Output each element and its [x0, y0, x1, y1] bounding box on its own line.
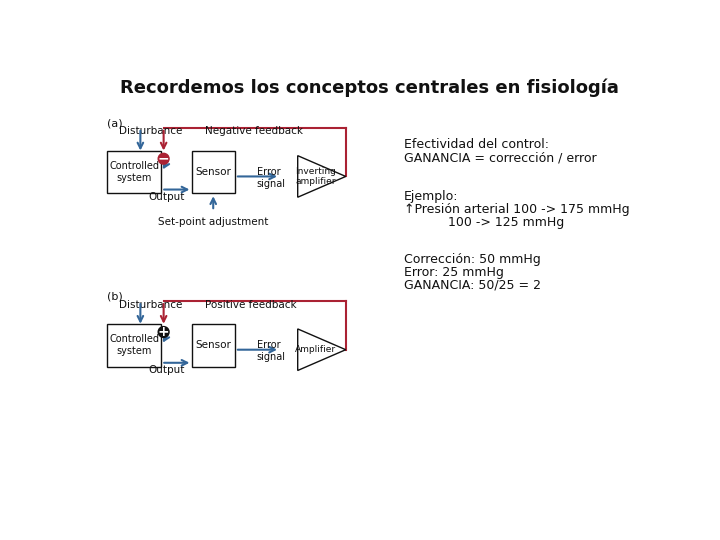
Text: ↑Presión arterial 100 -> 175 mmHg: ↑Presión arterial 100 -> 175 mmHg — [404, 202, 629, 215]
FancyBboxPatch shape — [107, 325, 161, 367]
Text: Amplifier: Amplifier — [295, 345, 336, 354]
Text: (b): (b) — [107, 292, 123, 302]
Text: Negative feedback: Negative feedback — [204, 126, 302, 137]
Text: Positive feedback: Positive feedback — [204, 300, 297, 309]
Polygon shape — [297, 329, 346, 370]
Text: Ejemplo:: Ejemplo: — [404, 190, 459, 202]
Circle shape — [158, 153, 169, 164]
Polygon shape — [297, 156, 346, 197]
Text: GANANCIA = corrección / error: GANANCIA = corrección / error — [404, 151, 596, 164]
Circle shape — [158, 327, 169, 338]
FancyBboxPatch shape — [192, 325, 235, 367]
Text: Sensor: Sensor — [195, 340, 231, 350]
Text: Corrección: 50 mmHg: Corrección: 50 mmHg — [404, 253, 541, 266]
Text: Disturbance: Disturbance — [120, 300, 183, 309]
Text: Set-point adjustment: Set-point adjustment — [158, 217, 269, 227]
Text: (a): (a) — [107, 119, 122, 129]
Text: Sensor: Sensor — [195, 167, 231, 177]
Text: Output: Output — [148, 192, 184, 202]
Text: Error: 25 mmHg: Error: 25 mmHg — [404, 266, 504, 279]
Text: Recordemos los conceptos centrales en fisiología: Recordemos los conceptos centrales en fi… — [120, 79, 618, 97]
Text: 100 -> 125 mmHg: 100 -> 125 mmHg — [412, 215, 564, 229]
Text: Error
signal: Error signal — [256, 167, 286, 189]
Text: Disturbance: Disturbance — [120, 126, 183, 137]
Text: Controlled
system: Controlled system — [109, 334, 159, 356]
Text: +: + — [158, 325, 169, 339]
FancyBboxPatch shape — [192, 151, 235, 193]
Text: GANANCIA: 50/25 = 2: GANANCIA: 50/25 = 2 — [404, 278, 541, 291]
Text: −: − — [158, 152, 169, 166]
Text: Output: Output — [148, 365, 184, 375]
Text: Efectividad del control:: Efectividad del control: — [404, 138, 549, 151]
Text: Controlled
system: Controlled system — [109, 161, 159, 183]
Text: Error
signal: Error signal — [256, 340, 286, 362]
FancyBboxPatch shape — [107, 151, 161, 193]
Text: Inverting
amplifier: Inverting amplifier — [295, 167, 336, 186]
